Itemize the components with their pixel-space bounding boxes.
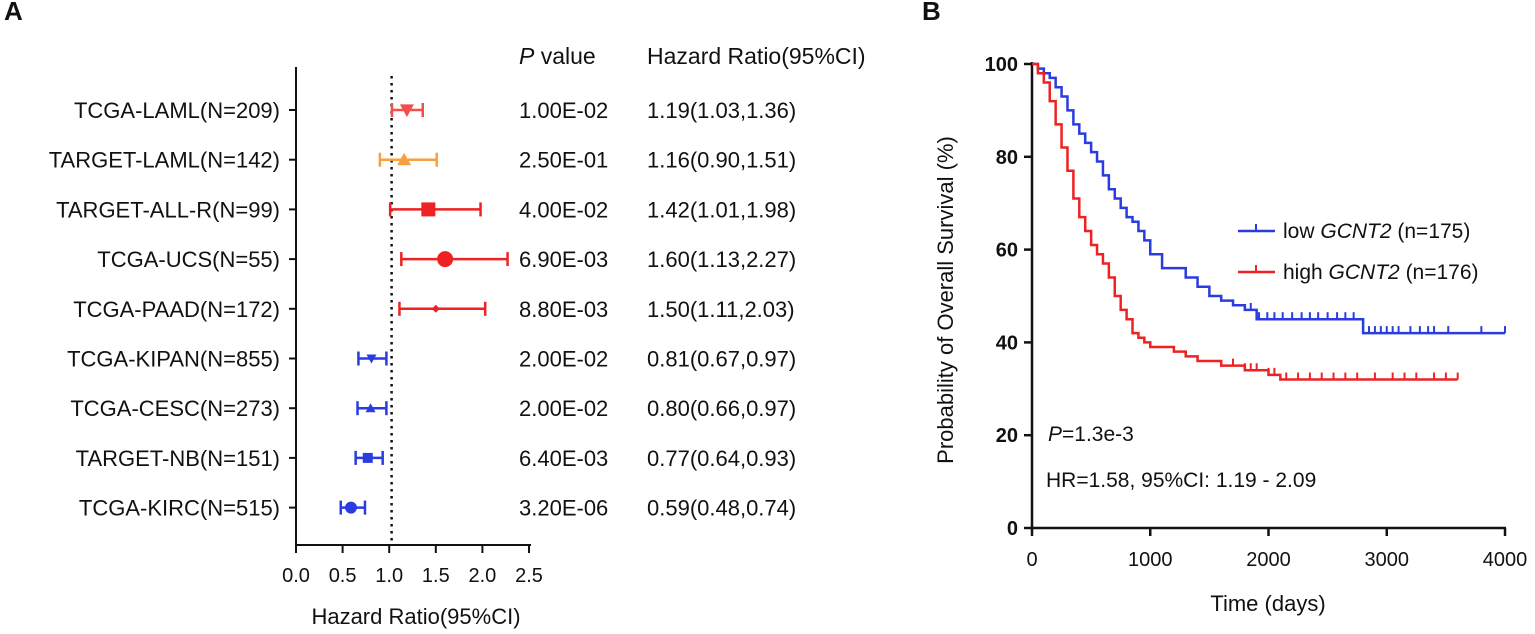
row-label: TARGET-ALL-R(N=99) (56, 197, 280, 222)
p-value: 4.00E-02 (519, 197, 608, 222)
x-tick-label: 2.5 (515, 565, 543, 587)
legend-low-prefix: low (1283, 220, 1320, 243)
km-curve-low (1032, 62, 1506, 335)
hr-point (366, 354, 377, 364)
y-tick-label: 100 (985, 54, 1018, 76)
p-value-header-italic: P (519, 43, 535, 69)
p-value: 8.80E-03 (519, 297, 608, 322)
p-annotation: P=1.3e-3 (1048, 423, 1134, 446)
panel-b-label: B (922, 0, 941, 26)
forest-plot: P value Hazard Ratio(95%CI) TCGA-LAML(N=… (49, 43, 866, 629)
legend-label-high: high GCNT2 (n=176) (1283, 261, 1479, 284)
panel-a-label: A (4, 0, 23, 26)
hr-ci-text: 0.59(0.48,0.74) (647, 496, 796, 521)
legend-low-suffix: (n=175) (1392, 220, 1471, 243)
survival-line (1032, 62, 1458, 381)
x-tick-label: 0.5 (329, 565, 357, 587)
forest-row: TCGA-KIRC(N=515) 3.20E-06 0.59(0.48,0.74) (79, 496, 796, 521)
x-tick-label: 1.0 (375, 565, 403, 587)
legend-high-prefix: high (1283, 261, 1329, 284)
legend-low-gene: GCNT2 (1320, 220, 1391, 243)
row-label: TARGET-NB(N=151) (76, 446, 280, 471)
hr-ci-text: 1.16(0.90,1.51) (647, 148, 796, 173)
forest-x-axis-title: Hazard Ratio(95%CI) (311, 604, 520, 629)
y-tick-label: 0 (1007, 518, 1018, 540)
p-value: 3.20E-06 (519, 496, 608, 521)
y-tick-label: 40 (996, 332, 1018, 354)
forest-row: TCGA-UCS(N=55) 6.90E-03 1.60(1.13,2.27) (97, 247, 796, 272)
x-tick-label: 4000 (1483, 549, 1528, 571)
forest-row: TARGET-NB(N=151) 6.40E-03 0.77(0.64,0.93) (76, 446, 797, 471)
hr-point (399, 104, 414, 117)
hr-ci-text: 1.19(1.03,1.36) (647, 98, 796, 123)
km-curve-high (1032, 62, 1459, 381)
hr-point (421, 202, 436, 217)
p-annotation-rest: =1.3e-3 (1062, 423, 1134, 446)
x-tick-label: 2000 (1246, 549, 1291, 571)
p-value-header-rest: value (534, 43, 595, 69)
km-plot: 0 20 40 60 80 100 0 1000 2000 3000 4000 Time (day… (933, 54, 1527, 616)
forest-row: TCGA-PAAD(N=172) 8.80E-03 1.50(1.11,2.03) (73, 297, 794, 322)
p-value: 6.40E-03 (519, 446, 608, 471)
p-value: 2.00E-02 (519, 347, 608, 372)
x-tick-label: 1.5 (422, 565, 450, 587)
forest-rows: TCGA-LAML(N=209) 1.00E-02 1.19(1.03,1.36)T… (49, 98, 797, 521)
hr-ci-text: 1.42(1.01,1.98) (647, 197, 796, 222)
row-label: TCGA-KIPAN(N=855) (67, 347, 280, 372)
km-x-axis-title: Time (days) (1210, 591, 1325, 616)
y-tick-label: 20 (996, 425, 1018, 447)
row-label: TCGA-KIRC(N=515) (79, 496, 280, 521)
p-annotation-italic: P (1048, 423, 1062, 446)
row-label: TARGET-LAML(N=142) (49, 148, 280, 173)
km-legend: low GCNT2 (n=175) high GCNT2 (n=176) (1238, 220, 1479, 284)
p-value-header: P value (519, 43, 596, 69)
hr-point (437, 251, 454, 268)
x-tick-label: 1000 (1128, 549, 1173, 571)
hr-ci-text: 0.77(0.64,0.93) (647, 446, 796, 471)
km-curves (1032, 62, 1506, 381)
km-x-ticks: 0 1000 2000 3000 4000 (1026, 528, 1527, 571)
p-value: 2.00E-02 (519, 396, 608, 421)
hr-point (365, 403, 376, 413)
hr-point (431, 304, 440, 313)
p-value: 2.50E-01 (519, 148, 608, 173)
x-tick-label: 3000 (1365, 549, 1410, 571)
hr-annotation: HR=1.58, 95%CI: 1.19 - 2.09 (1046, 469, 1316, 492)
row-label: TCGA-UCS(N=55) (97, 247, 280, 272)
hr-ci-text: 0.80(0.66,0.97) (647, 396, 796, 421)
forest-row: TCGA-KIPAN(N=855) 2.00E-02 0.81(0.67,0.97) (67, 347, 796, 372)
hr-point (344, 501, 357, 514)
legend-label-low: low GCNT2 (n=175) (1283, 220, 1470, 243)
hr-ci-text: 1.50(1.11,2.03) (647, 297, 795, 322)
forest-x-ticks: 0.0 0.5 1.0 1.5 2.0 2.5 (282, 545, 543, 587)
forest-row: TCGA-LAML(N=209) 1.00E-02 1.19(1.03,1.36) (74, 98, 796, 123)
legend-high-suffix: (n=176) (1400, 261, 1479, 284)
hr-point (362, 452, 373, 463)
hr-ci-text: 1.60(1.13,2.27) (647, 247, 796, 272)
y-tick-label: 60 (996, 240, 1018, 262)
hr-header: Hazard Ratio(95%CI) (647, 43, 866, 69)
row-label: TCGA-LAML(N=209) (74, 98, 280, 123)
p-value: 1.00E-02 (519, 98, 608, 123)
p-value: 6.90E-03 (519, 247, 608, 272)
forest-row: TARGET-LAML(N=142) 2.50E-01 1.16(0.90,1.51… (49, 148, 797, 173)
row-label: TCGA-CESC(N=273) (70, 396, 280, 421)
hr-point (397, 152, 412, 166)
km-y-ticks: 0 20 40 60 80 100 (985, 54, 1032, 540)
legend-high-gene: GCNT2 (1329, 261, 1400, 284)
hr-ci-text: 0.81(0.67,0.97) (647, 347, 796, 372)
y-tick-label: 80 (996, 147, 1018, 169)
row-label: TCGA-PAAD(N=172) (73, 297, 280, 322)
survival-line (1032, 62, 1505, 335)
forest-row: TCGA-CESC(N=273) 2.00E-02 0.80(0.66,0.97) (70, 396, 796, 421)
forest-row: TARGET-ALL-R(N=99) 4.00E-02 1.42(1.01,1.98… (56, 197, 796, 222)
x-tick-label: 0 (1026, 549, 1037, 571)
x-tick-label: 2.0 (468, 565, 496, 587)
x-tick-label: 0.0 (282, 565, 310, 587)
km-y-axis-title: Probability of Overall Survival (%) (933, 136, 958, 464)
